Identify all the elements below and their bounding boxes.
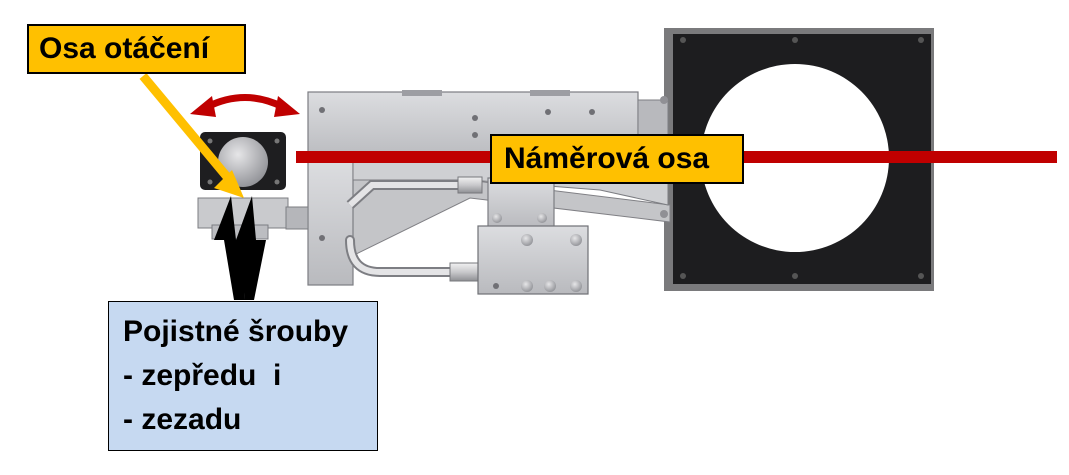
locking-screws-pointer [214, 196, 266, 300]
locking-screws-title: Pojistné šrouby [123, 315, 349, 348]
rotation-axis-pointer [139, 73, 244, 198]
junction-box [477, 177, 589, 295]
locking-screws-front: - zepředu i [123, 359, 282, 392]
rotation-axis-label: Osa otáčení [27, 24, 246, 74]
cable-pipe [345, 176, 483, 282]
rotation-arrow [190, 94, 300, 117]
locking-screws-label: Pojistné šrouby - zepředu i - zezadu [108, 301, 378, 451]
locking-screws-back: - zezadu [123, 403, 242, 436]
measuring-axis-label: Náměrová osa [490, 134, 744, 184]
